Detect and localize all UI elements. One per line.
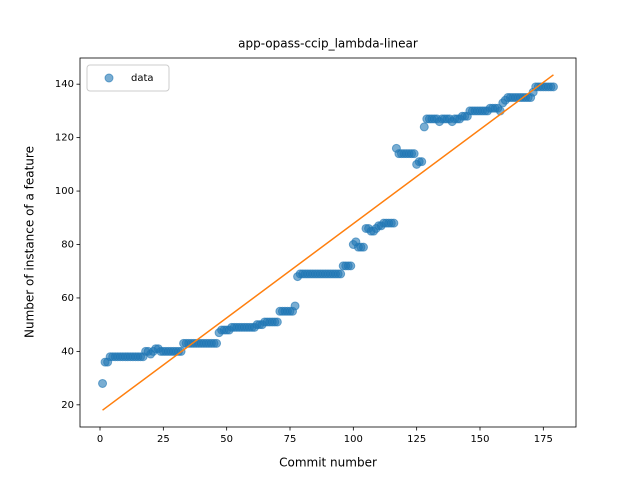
data-point [212, 338, 222, 348]
data-point [358, 242, 368, 252]
y-tick-label: 120 [55, 133, 74, 144]
x-axis-label: Commit number [279, 456, 377, 470]
y-tick-label: 100 [55, 186, 74, 197]
x-tick-label: 0 [97, 434, 103, 445]
legend-box [86, 64, 170, 92]
legend-label: data [131, 73, 154, 84]
data-point [419, 122, 429, 132]
chart-title: app-opass-ccip_lambda-linear [238, 37, 418, 51]
y-tick-label: 60 [61, 293, 74, 304]
data-point [346, 261, 356, 271]
x-tick-label: 150 [470, 434, 489, 445]
data-point [98, 378, 108, 388]
data-point [272, 317, 282, 327]
x-tick-label: 25 [157, 434, 170, 445]
x-tick-label: 50 [220, 434, 233, 445]
data-point [389, 218, 399, 228]
fit-line [102, 74, 554, 411]
data-point [409, 149, 419, 159]
x-tick-label: 125 [407, 434, 426, 445]
y-tick-label: 80 [61, 240, 74, 251]
x-tick-label: 175 [534, 434, 553, 445]
legend-marker [104, 73, 114, 83]
x-tick-label: 75 [284, 434, 297, 445]
y-axis-label: Number of instance of a feature [23, 146, 37, 338]
data-point [290, 301, 300, 311]
y-tick-label: 40 [61, 346, 74, 357]
y-tick-label: 140 [55, 79, 74, 90]
data-point [417, 157, 427, 167]
data-point [336, 269, 346, 279]
x-tick-label: 100 [344, 434, 363, 445]
data-point [548, 82, 558, 92]
y-tick-label: 20 [61, 400, 74, 411]
axes-frame [79, 57, 577, 428]
